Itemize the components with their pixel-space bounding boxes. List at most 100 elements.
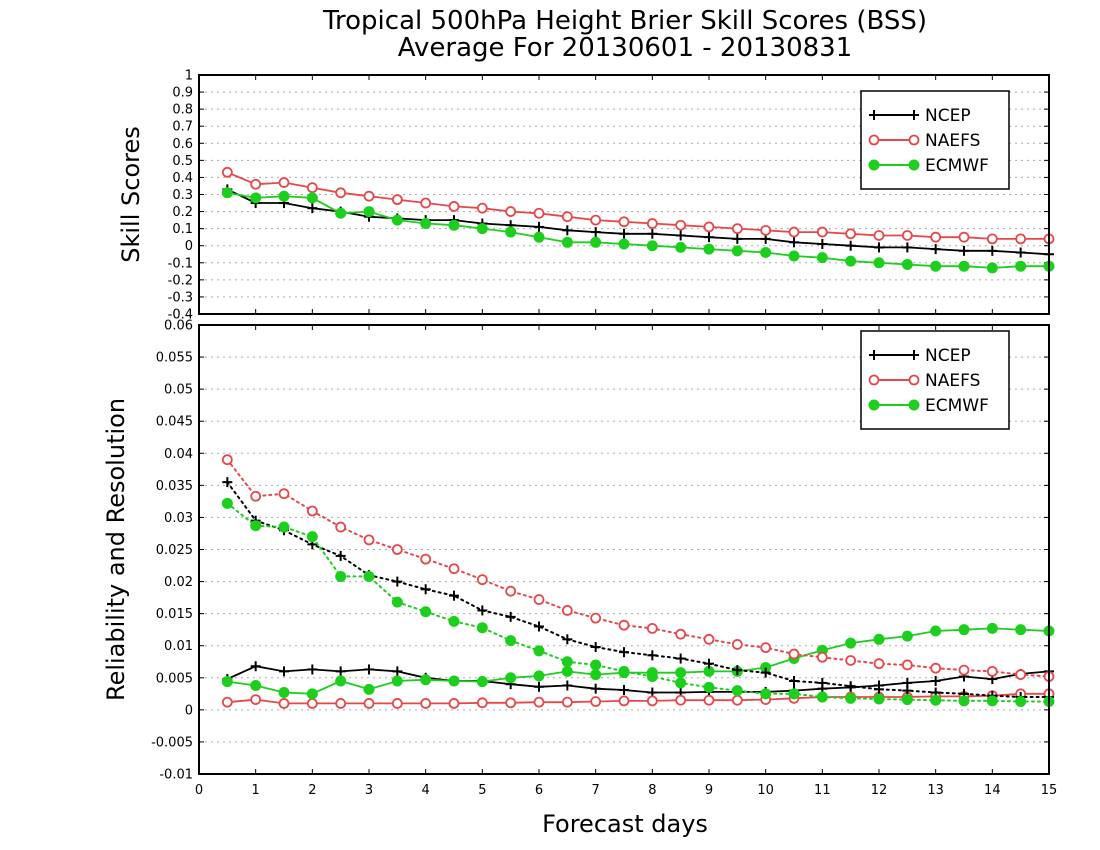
- data-point: [391, 596, 403, 608]
- data-point: [363, 534, 375, 546]
- y-tick-label: 0: [185, 239, 193, 254]
- legend-marker: [908, 159, 920, 171]
- legend-marker: [908, 399, 920, 411]
- data-point: [958, 695, 970, 707]
- data-point: [703, 243, 715, 255]
- data-point: [221, 454, 233, 466]
- legend-label: NAEFS: [925, 371, 980, 391]
- x-tick-label: 3: [365, 783, 373, 798]
- data-point: [306, 192, 318, 204]
- y-tick-label: 0.5: [172, 154, 193, 169]
- data-point: [760, 247, 772, 259]
- data-point: [901, 659, 913, 671]
- data-point: [306, 531, 318, 543]
- data-point: [901, 694, 913, 706]
- x-tick-label: 11: [814, 783, 831, 798]
- data-point: [448, 615, 460, 627]
- data-point: [391, 214, 403, 226]
- series-line: [226, 458, 1050, 678]
- legend-marker: [868, 134, 880, 146]
- data-point: [1015, 260, 1027, 272]
- x-axis-label: Forecast days: [542, 810, 708, 838]
- data-point: [760, 642, 772, 654]
- data-point: [901, 630, 913, 642]
- y-tick-label: -0.005: [151, 735, 193, 750]
- y-tick-label: 0.03: [164, 511, 193, 526]
- data-point: [646, 218, 658, 229]
- data-point: [760, 224, 772, 236]
- chart-title: Tropical 500hPa Height Brier Skill Score…: [322, 6, 927, 36]
- x-tick-label: 15: [1041, 783, 1058, 798]
- series-ecmwf-reliability: [221, 622, 1055, 700]
- data-point: [930, 231, 942, 243]
- data-point: [391, 698, 403, 709]
- data-point: [703, 694, 715, 706]
- data-point: [420, 218, 432, 230]
- data-point: [816, 651, 828, 663]
- data-point: [703, 681, 715, 693]
- y-tick-label: 0.04: [164, 447, 193, 462]
- data-point: [561, 665, 573, 677]
- data-point: [930, 625, 942, 637]
- data-point: [420, 606, 432, 618]
- y-tick-label: 1: [185, 69, 193, 84]
- legend-label: NCEP: [925, 106, 971, 126]
- y-tick-label: 0.06: [164, 319, 193, 334]
- data-point: [391, 544, 403, 555]
- data-point: [618, 695, 630, 707]
- data-point: [561, 236, 573, 248]
- y-tick-label: 0.1: [172, 222, 193, 237]
- data-point: [930, 694, 942, 706]
- data-point: [675, 694, 687, 706]
- data-point: [590, 669, 602, 681]
- data-point: [306, 698, 318, 709]
- data-point: [533, 594, 545, 605]
- panel-1: 1 0.9 0.8 0.7 0.6 0.5 0.4 0.3 0.2 0.1 0 -0.1 -0.2 -0.…: [117, 69, 1055, 323]
- y-axis-label: Skill Scores: [117, 126, 145, 263]
- plot-frame: [198, 74, 1050, 315]
- data-point: [675, 667, 687, 679]
- x-tick-label: 4: [422, 783, 430, 798]
- data-point: [675, 219, 687, 231]
- x-tick-label: 12: [871, 783, 888, 798]
- data-point: [731, 639, 743, 650]
- data-point: [221, 676, 233, 688]
- legend-marker: [908, 134, 920, 146]
- series-naefs: [221, 166, 1055, 245]
- legend-label: NAEFS: [925, 131, 980, 151]
- data-point: [561, 211, 573, 223]
- data-point: [533, 231, 545, 243]
- data-point: [448, 219, 460, 231]
- data-point: [816, 691, 828, 703]
- legend-marker: [908, 374, 920, 386]
- data-point: [363, 206, 375, 218]
- y-tick-label: 0.025: [156, 543, 193, 558]
- data-point: [986, 665, 998, 677]
- data-point: [986, 695, 998, 707]
- data-point: [306, 688, 318, 700]
- data-point: [788, 226, 800, 238]
- data-point: [788, 648, 800, 660]
- data-point: [845, 228, 857, 240]
- y-tick-label: -0.01: [159, 768, 193, 783]
- data-point: [278, 521, 290, 533]
- data-point: [1015, 696, 1027, 708]
- data-point: [448, 675, 460, 687]
- x-tick-label: 13: [927, 783, 944, 798]
- data-point: [278, 177, 290, 188]
- data-point: [505, 635, 517, 647]
- data-point: [306, 505, 318, 517]
- data-point: [420, 698, 432, 709]
- y-tick-label: 0.005: [156, 671, 193, 686]
- data-point: [533, 670, 545, 682]
- data-point: [363, 683, 375, 695]
- data-point: [958, 624, 970, 636]
- y-tick-label: 0.9: [172, 86, 193, 101]
- series-naefs-resolution: [221, 454, 1055, 682]
- data-point: [363, 698, 375, 709]
- data-point: [250, 694, 262, 705]
- series-ecmwf: [221, 187, 1055, 274]
- y-tick-label: -0.1: [168, 256, 193, 271]
- data-point: [873, 230, 885, 241]
- y-tick-label: 0.02: [164, 575, 193, 590]
